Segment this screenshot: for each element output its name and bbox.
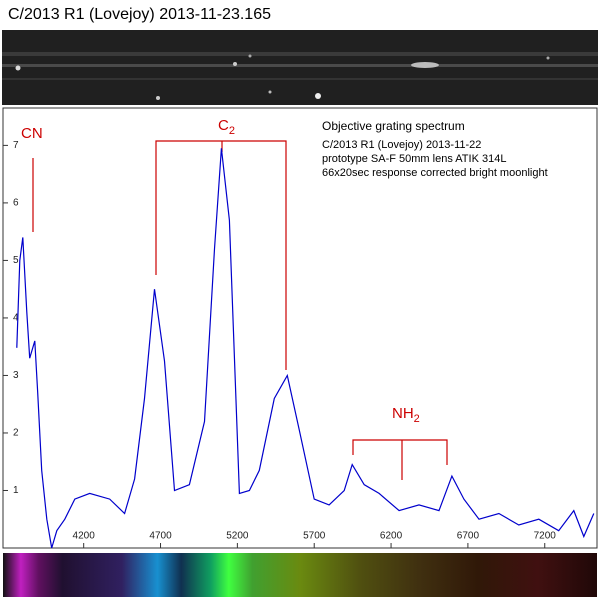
annotation: C2 <box>218 117 235 137</box>
annotation-subscript: 2 <box>414 413 420 425</box>
y-tick-label: 4 <box>13 313 19 324</box>
x-tick-label: 4200 <box>73 531 96 542</box>
y-tick-label: 3 <box>13 370 19 381</box>
note: Objective grating spectrum <box>322 119 465 133</box>
x-tick-label: 6700 <box>457 531 480 542</box>
y-tick-label: 6 <box>13 198 19 209</box>
annotation-subscript: 2 <box>229 125 235 137</box>
title: C/2013 R1 (Lovejoy) 2013-11-23.165 <box>8 6 271 23</box>
y-tick-label: 2 <box>13 428 19 439</box>
annotation-text: NH <box>392 405 414 422</box>
x-tick-label: 7200 <box>534 531 557 542</box>
annotation: NH2 <box>392 405 420 425</box>
star-strip <box>2 30 598 105</box>
annotation: CN <box>21 125 43 142</box>
brackets <box>32 140 448 480</box>
x-tick-label: 5700 <box>303 531 326 542</box>
x-tick-label: 4700 <box>149 531 172 542</box>
spectrum-line <box>16 148 595 549</box>
x-tick-label: 6200 <box>380 531 403 542</box>
plot-frame <box>2 107 598 549</box>
color-spectrum <box>3 553 597 597</box>
x-tick-label: 5200 <box>226 531 249 542</box>
annotation-text: C <box>218 117 229 134</box>
note: prototype SA-F 50mm lens ATIK 314L <box>322 153 506 165</box>
y-tick-label: 1 <box>13 485 19 496</box>
y-tick-label: 7 <box>13 140 19 151</box>
note: 66x20sec response corrected bright moonl… <box>322 167 548 179</box>
y-tick-label: 5 <box>13 255 19 266</box>
note: C/2013 R1 (Lovejoy) 2013-11-22 <box>322 139 481 151</box>
